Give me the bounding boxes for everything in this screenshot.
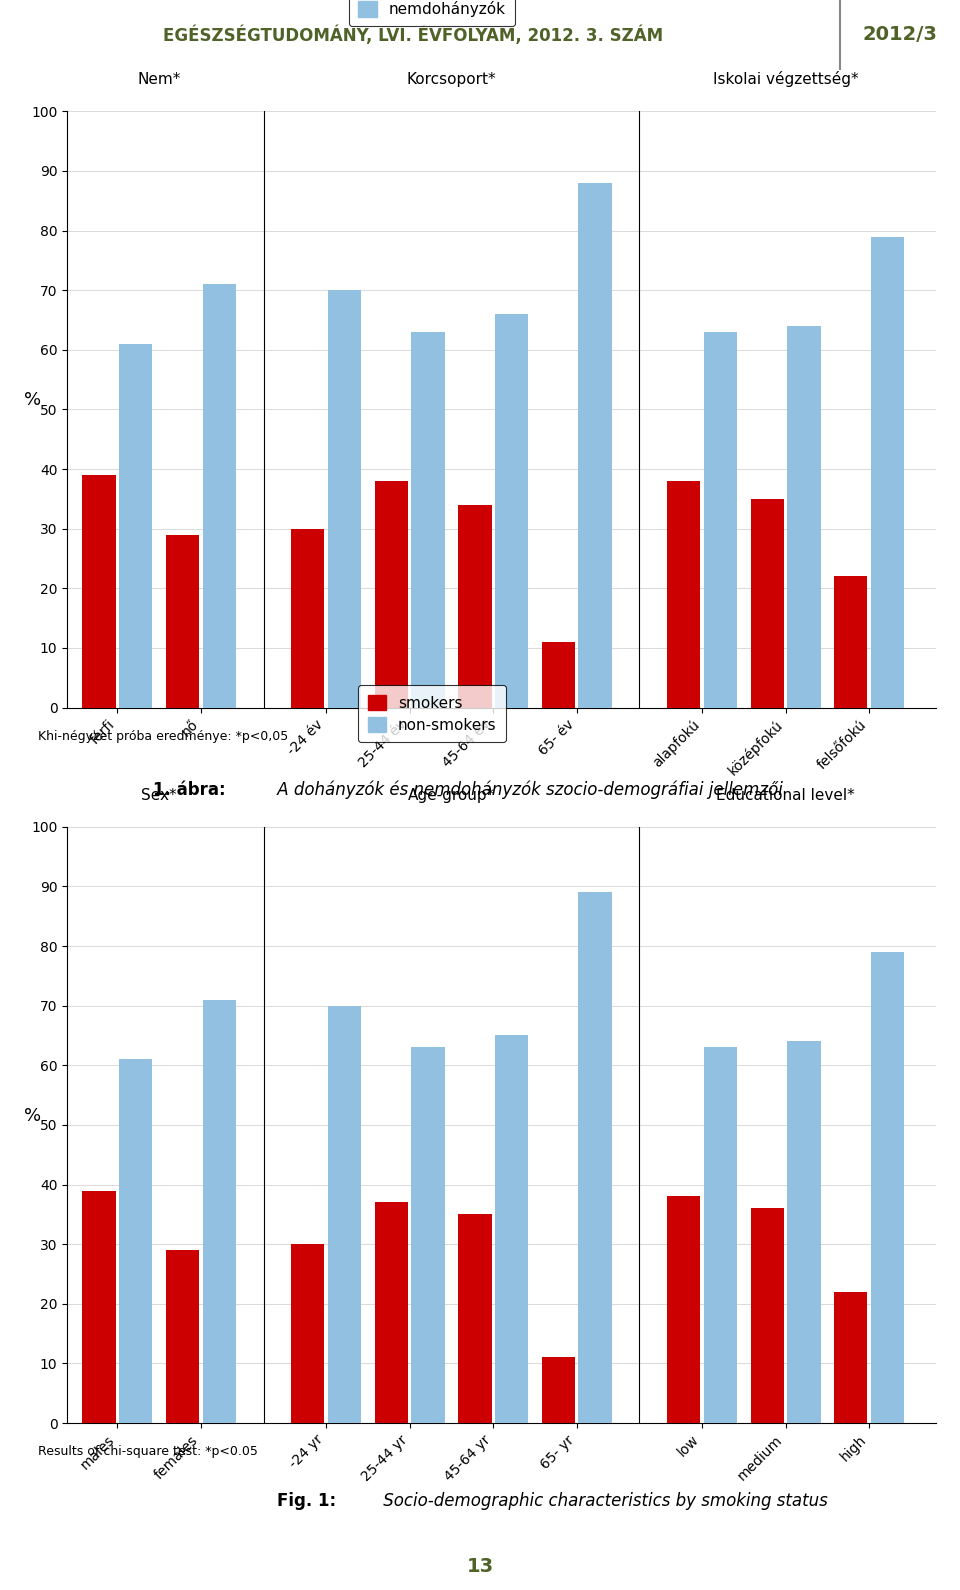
Bar xyxy=(291,1243,324,1423)
Bar xyxy=(579,183,612,708)
Text: Korcsoport*: Korcsoport* xyxy=(407,73,496,87)
Bar xyxy=(119,1059,153,1423)
Bar xyxy=(579,892,612,1423)
Bar xyxy=(328,1006,361,1423)
Bar xyxy=(83,1191,115,1423)
Bar xyxy=(412,1048,444,1423)
Bar xyxy=(495,315,528,708)
Bar xyxy=(787,1041,821,1423)
Text: Educational level*: Educational level* xyxy=(716,789,855,803)
Bar xyxy=(704,332,737,708)
Bar xyxy=(166,534,199,708)
Bar xyxy=(667,480,701,708)
Bar xyxy=(166,1250,199,1423)
Bar xyxy=(751,1208,784,1423)
Bar xyxy=(871,952,904,1423)
Text: Sex*: Sex* xyxy=(141,789,177,803)
Bar xyxy=(751,499,784,708)
Bar xyxy=(458,504,492,708)
Text: Socio-demographic characteristics by smoking status: Socio-demographic characteristics by smo… xyxy=(378,1491,828,1510)
Text: Nem*: Nem* xyxy=(137,73,180,87)
Bar xyxy=(203,1000,236,1423)
Legend: smokers, non-smokers: smokers, non-smokers xyxy=(358,685,506,743)
Bar xyxy=(834,577,868,708)
Bar xyxy=(541,1358,575,1423)
Text: Results of chi-square test: *p<0.05: Results of chi-square test: *p<0.05 xyxy=(38,1445,258,1458)
Text: Khi-négyzet próba eredménye: *p<0,05: Khi-négyzet próba eredménye: *p<0,05 xyxy=(38,730,289,743)
Bar xyxy=(83,475,115,708)
Text: EGÉSZSÉGTUDOMÁNY, LVI. ÉVFOLYAM, 2012. 3. SZÁM: EGÉSZSÉGTUDOMÁNY, LVI. ÉVFOLYAM, 2012. 3… xyxy=(163,25,662,45)
Bar xyxy=(495,1035,528,1423)
Text: A dohányzók és nemdohányzók szocio-demográfiai jellemzői: A dohányzók és nemdohányzók szocio-demog… xyxy=(273,781,783,800)
Text: 1. ábra:: 1. ábra: xyxy=(154,781,226,800)
Bar xyxy=(291,528,324,708)
Bar xyxy=(667,1197,701,1423)
Bar xyxy=(541,642,575,708)
Bar xyxy=(787,326,821,708)
Text: 13: 13 xyxy=(467,1557,493,1576)
Bar xyxy=(704,1048,737,1423)
Text: 2012/3: 2012/3 xyxy=(862,25,937,45)
Bar xyxy=(834,1291,868,1423)
Y-axis label: %: % xyxy=(24,391,41,410)
Bar xyxy=(871,237,904,708)
Bar xyxy=(374,480,408,708)
Legend: dohányzók, nemdohányzók: dohányzók, nemdohányzók xyxy=(349,0,516,27)
Bar xyxy=(328,289,361,708)
Y-axis label: %: % xyxy=(24,1107,41,1126)
Text: Iskolai végzettség*: Iskolai végzettség* xyxy=(713,72,858,87)
Bar xyxy=(374,1202,408,1423)
Text: Fig. 1:: Fig. 1: xyxy=(276,1491,336,1510)
Bar xyxy=(458,1215,492,1423)
Bar xyxy=(412,332,444,708)
Text: Age-group*: Age-group* xyxy=(408,789,495,803)
Bar xyxy=(203,285,236,708)
Bar xyxy=(119,343,153,708)
